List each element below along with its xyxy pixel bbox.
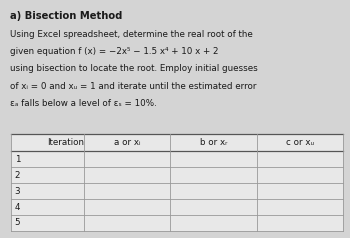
Text: a or xᵢ: a or xᵢ <box>113 139 140 147</box>
Text: b or xᵣ: b or xᵣ <box>199 139 227 147</box>
Bar <box>10 134 343 231</box>
Text: Using Excel spreadsheet, determine the real root of the: Using Excel spreadsheet, determine the r… <box>10 30 253 39</box>
Text: c or xᵤ: c or xᵤ <box>286 139 314 147</box>
Text: a) Bisection Method: a) Bisection Method <box>10 11 123 21</box>
Text: of xᵢ = 0 and xᵤ = 1 and iterate until the estimated error: of xᵢ = 0 and xᵤ = 1 and iterate until t… <box>10 82 257 91</box>
Text: given equation f (x) = −2x⁵ − 1.5 x⁴ + 10 x + 2: given equation f (x) = −2x⁵ − 1.5 x⁴ + 1… <box>10 47 219 56</box>
Text: Iteration: Iteration <box>47 139 84 147</box>
Text: 2: 2 <box>15 171 20 180</box>
Text: 1: 1 <box>15 155 20 164</box>
Text: 3: 3 <box>15 187 20 196</box>
Text: 4: 4 <box>15 203 20 212</box>
Text: using bisection to locate the root. Employ initial guesses: using bisection to locate the root. Empl… <box>10 64 258 74</box>
Text: 5: 5 <box>15 218 20 227</box>
Text: εₐ falls below a level of εₛ = 10%.: εₐ falls below a level of εₛ = 10%. <box>10 99 157 108</box>
